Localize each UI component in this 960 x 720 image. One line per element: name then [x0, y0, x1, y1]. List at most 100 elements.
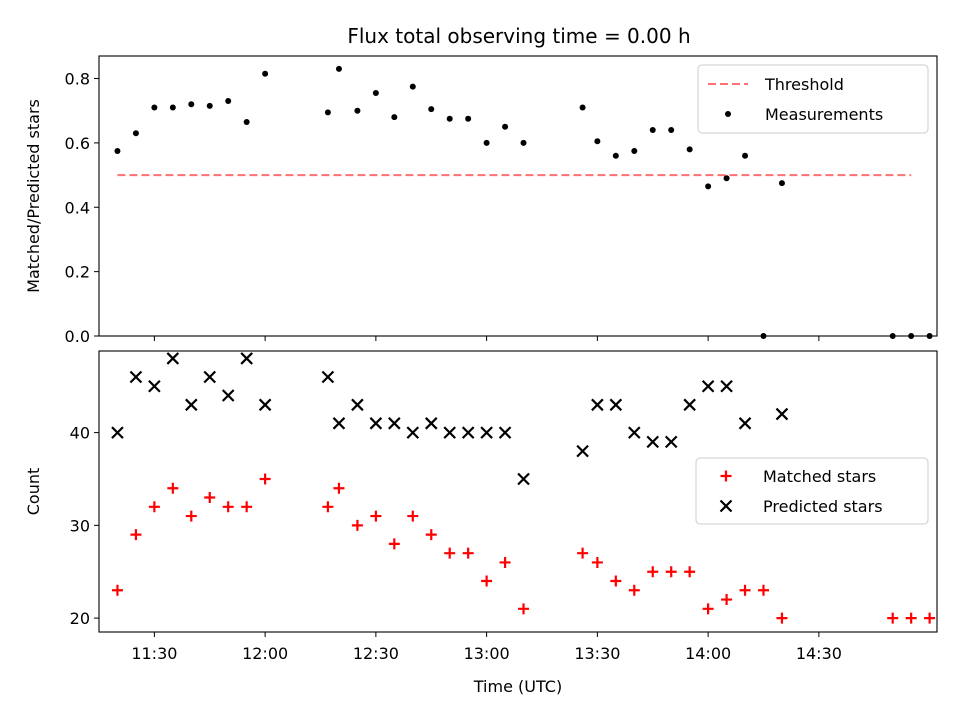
matched-star-point: [610, 575, 622, 587]
predicted-star-point: [461, 426, 475, 439]
measurement-point: [889, 333, 896, 339]
matched-star-point: [665, 566, 677, 578]
top-legend: [697, 64, 929, 134]
predicted-star-point: [258, 398, 272, 412]
measurement-point: [262, 70, 269, 77]
bottom-x-tick-label: 11:30: [131, 644, 177, 663]
predicted-star-point: [221, 389, 235, 402]
top-y-tick-label: 0.8: [65, 70, 90, 89]
matched-star-point: [204, 492, 216, 504]
matched-star-point: [887, 612, 899, 624]
matched-star-point: [647, 566, 659, 578]
legend-matched-label: Matched stars: [763, 467, 876, 486]
matched-star-point: [111, 584, 123, 596]
matched-star-point: [721, 594, 733, 606]
predicted-star-point: [480, 426, 493, 439]
matched-star-point: [739, 584, 751, 596]
matched-star-point: [924, 612, 936, 624]
measurement-point: [465, 115, 472, 122]
matched-star-point: [259, 473, 271, 485]
predicted-star-point: [203, 370, 217, 384]
matched-star-point: [130, 529, 142, 541]
matched-star-point: [481, 575, 493, 587]
matched-star-point: [702, 603, 714, 615]
matched-star-point: [462, 547, 474, 559]
matched-star-point: [499, 556, 511, 568]
legend-threshold-label: Threshold: [764, 75, 844, 94]
predicted-star-point: [720, 379, 733, 393]
predicted-star-point: [517, 472, 530, 486]
matched-star-point: [241, 501, 253, 513]
matched-star-point: [351, 519, 363, 531]
top-y-tick-label: 0.4: [65, 198, 90, 217]
measurement-point: [243, 118, 250, 125]
top-y-tick-label: 0.2: [65, 263, 90, 282]
predicted-star-point: [683, 398, 696, 412]
predicted-star-point: [775, 407, 789, 421]
measurement-point: [409, 83, 416, 90]
top-y-axis-label: Matched/Predicted stars: [24, 99, 43, 293]
matched-star-point: [333, 482, 345, 494]
legend-measurements-label: Measurements: [765, 105, 883, 124]
predicted-star-point: [148, 379, 161, 393]
matched-star-point: [518, 603, 530, 615]
bottom-y-tick-label: 30: [70, 516, 90, 535]
figure-title: Flux total observing time = 0.00 h: [347, 24, 690, 48]
matched-star-point: [388, 538, 400, 550]
bottom-x-axis-label: Time (UTC): [473, 677, 562, 696]
predicted-star-point: [111, 426, 124, 439]
predicted-star-point: [166, 352, 180, 365]
measurement-point: [686, 146, 693, 153]
matched-star-point: [905, 612, 917, 624]
measurement-point: [520, 139, 527, 146]
measurement-point: [723, 175, 730, 182]
matched-star-point: [185, 510, 197, 522]
matched-star-point: [425, 529, 437, 541]
measurement-point: [324, 109, 331, 116]
measurement-point: [372, 90, 379, 97]
legend-measurements-swatch: [725, 111, 731, 117]
measurement-point: [483, 139, 490, 146]
measurement-point: [778, 180, 785, 187]
predicted-star-point: [609, 398, 623, 412]
matched-star-point: [167, 482, 179, 494]
measurement-point: [760, 333, 767, 339]
measurement-point: [132, 130, 139, 137]
matched-star-point: [444, 547, 456, 559]
bottom-x-tick-label: 14:00: [685, 644, 731, 663]
predicted-star-point: [388, 417, 401, 430]
predicted-star-point: [351, 398, 364, 412]
measurement-point: [612, 152, 619, 159]
measurement-point: [354, 107, 361, 114]
measurement-point: [169, 104, 176, 111]
predicted-star-point: [129, 370, 143, 384]
measurement-point: [188, 101, 195, 108]
matched-star-point: [407, 510, 419, 522]
predicted-star-point: [321, 370, 335, 384]
bottom-y-axis-label: Count: [24, 468, 43, 516]
measurement-point: [391, 114, 398, 121]
top-y-tick-label: 0.6: [65, 134, 90, 153]
matched-star-point: [628, 584, 640, 596]
matched-star-point: [222, 501, 234, 513]
predicted-star-point: [332, 417, 346, 430]
bottom-x-tick-label: 12:00: [242, 644, 288, 663]
predicted-star-point: [701, 379, 715, 393]
legend-predicted-swatch: [719, 499, 733, 513]
measurement-point: [742, 152, 749, 159]
matched-star-point: [591, 556, 603, 568]
bottom-x-tick-label: 14:30: [796, 644, 842, 663]
measurement-point: [705, 183, 712, 190]
matched-star-point: [776, 612, 788, 624]
top-y-tick-label: 0.0: [65, 327, 90, 346]
measurement-point: [114, 147, 121, 154]
predicted-star-point: [185, 398, 198, 412]
predicted-star-point: [369, 417, 383, 430]
predicted-star-point: [738, 417, 752, 430]
measurement-point: [502, 123, 509, 130]
measurement-point: [335, 65, 342, 72]
legend-predicted-label: Predicted stars: [763, 497, 883, 516]
predicted-star-point: [240, 352, 253, 365]
bottom-y-tick-label: 20: [70, 609, 90, 628]
